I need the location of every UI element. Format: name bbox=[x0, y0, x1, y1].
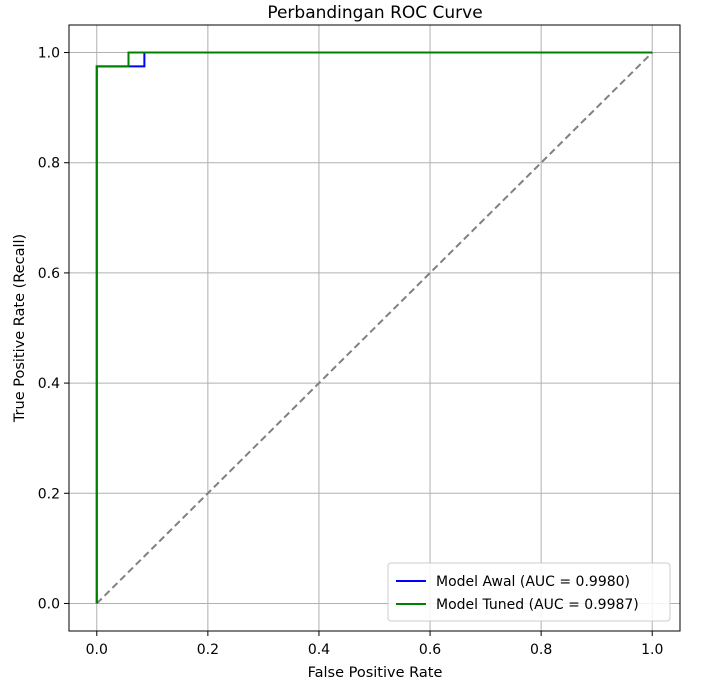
series-line-model-tuned bbox=[95, 51, 653, 604]
x-tick-label: 0.6 bbox=[419, 642, 441, 658]
reference-diagonal-line bbox=[96, 51, 653, 605]
y-tick-label: 0.8 bbox=[38, 156, 60, 172]
y-tick-label: 1.0 bbox=[38, 46, 60, 62]
y-tick-label: 0.0 bbox=[38, 596, 60, 612]
y-tick-label: 0.4 bbox=[38, 376, 60, 392]
chart-title: Perbandingan ROC Curve bbox=[267, 3, 482, 23]
grid bbox=[69, 25, 680, 631]
legend-label: Model Tuned (AUC = 0.9987) bbox=[436, 597, 639, 613]
y-axis: 0.0 0.2 0.4 0.6 0.8 1.0 bbox=[38, 46, 69, 612]
x-tick-label: 0.8 bbox=[530, 642, 552, 658]
legend-label: Model Awal (AUC = 0.9980) bbox=[436, 574, 630, 590]
legend-box bbox=[387, 562, 671, 622]
x-tick-label: 0.0 bbox=[86, 642, 108, 658]
reference-diagonal bbox=[96, 51, 653, 605]
y-tick-label: 0.2 bbox=[38, 486, 60, 502]
x-tick-label: 1.0 bbox=[641, 642, 663, 658]
x-tick-label: 0.4 bbox=[308, 642, 330, 658]
x-axis: 0.0 0.2 0.4 0.6 0.8 1.0 bbox=[86, 631, 663, 658]
plot-frame bbox=[68, 24, 681, 632]
y-tick-label: 0.6 bbox=[38, 266, 60, 282]
legend: Model Awal (AUC = 0.9980) Model Tuned (AU… bbox=[387, 562, 671, 622]
series-group bbox=[95, 51, 653, 604]
x-tick-label: 0.2 bbox=[197, 642, 219, 658]
y-axis-label: True Positive Rate (Recall) bbox=[12, 234, 28, 423]
x-axis-label: False Positive Rate bbox=[308, 665, 443, 681]
